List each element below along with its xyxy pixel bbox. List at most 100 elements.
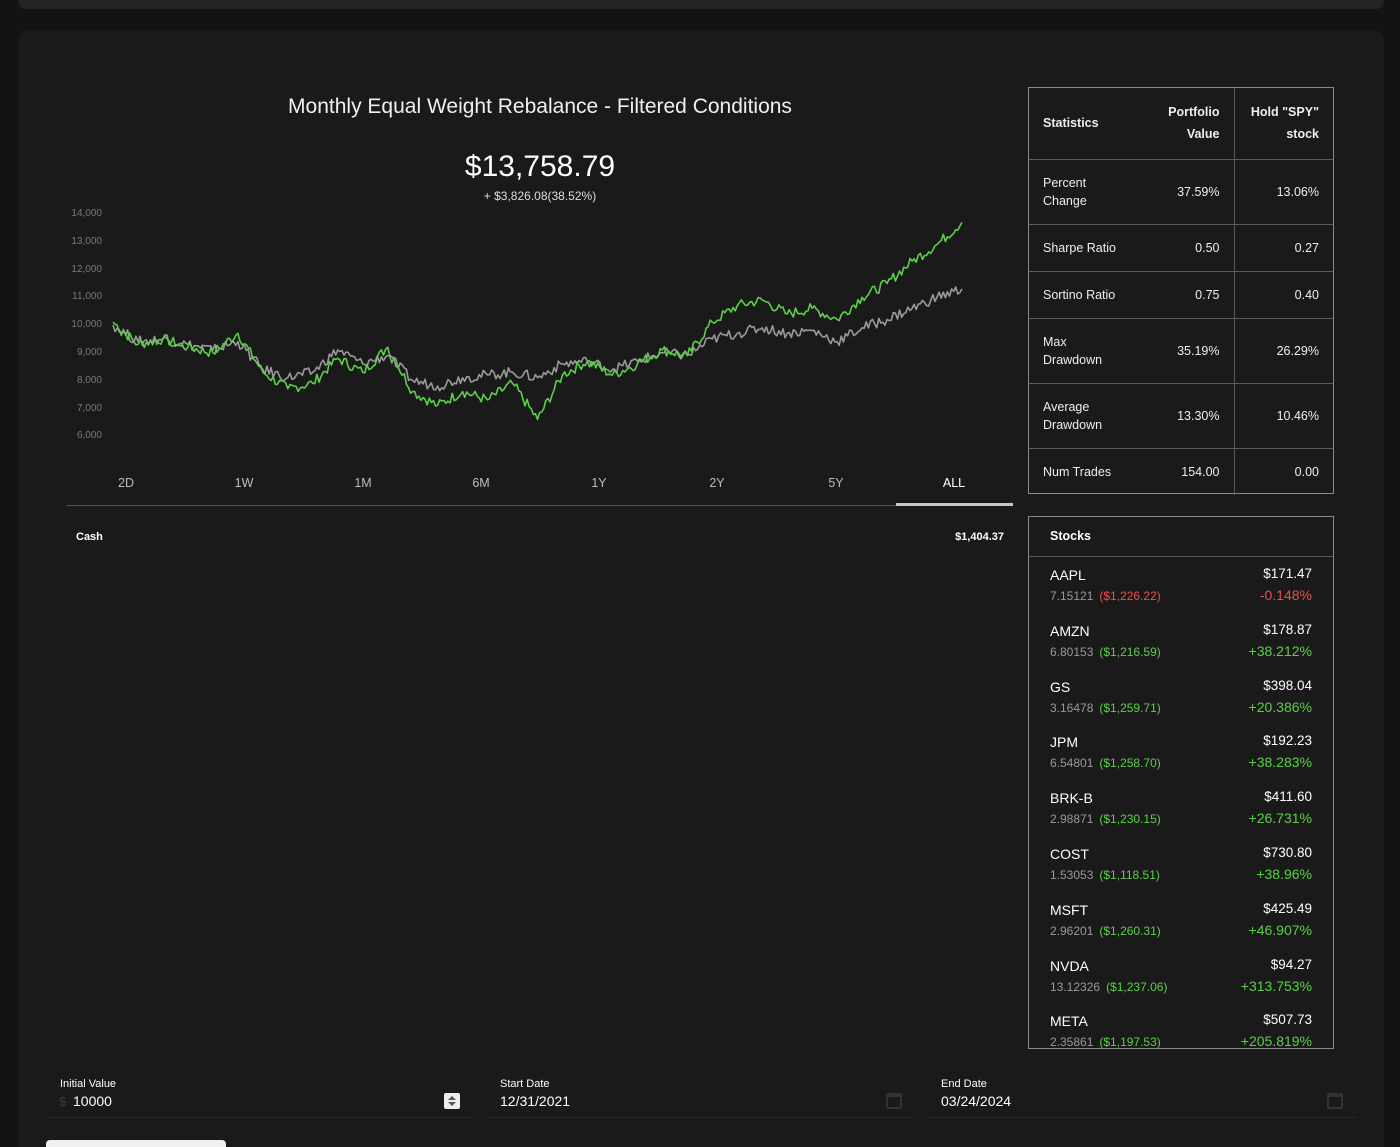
stock-shares: 13.12326 (1050, 979, 1101, 994)
stock-shares: 6.80153 (1050, 644, 1094, 659)
stock-change: +46.907% (1248, 921, 1312, 938)
stock-shares: 2.35861 (1050, 1035, 1094, 1049)
stat-row-average-drawdown: Average Drawdown 13.30% 10.46% (1029, 382, 1333, 448)
stat-label: Num Trades (1029, 447, 1134, 495)
stat-row-percent-change: Percent Change 37.59% 13.06% (1029, 158, 1333, 224)
stock-price: $94.27 (1270, 956, 1312, 972)
statistics-header: Statistics (1043, 116, 1099, 131)
performance-chart (112, 221, 963, 421)
stock-change: +205.819% (1240, 1033, 1312, 1049)
stat-row-sharpe: Sharpe Ratio 0.50 0.27 (1029, 223, 1333, 271)
tab-all[interactable]: ALL (942, 476, 966, 490)
tab-1m[interactable]: 1M (354, 476, 372, 490)
spy-line (112, 286, 963, 392)
stock-row-amzn[interactable]: AMZN 6.80153 ($1,216.59) $178.87 +38.212% (1029, 613, 1333, 669)
stock-amount: ($1,118.51) (1099, 867, 1160, 882)
portfolio-value-header: Portfolio Value (1134, 88, 1235, 159)
y-tick-label: 13,000 (71, 235, 102, 247)
dollar-prefix: $ (59, 1094, 67, 1109)
stock-row-meta[interactable]: META 2.35861 ($1,197.53) $507.73 +205.819% (1029, 1003, 1333, 1049)
stock-symbol: GS (1050, 678, 1071, 695)
stock-holding: 6.80153 ($1,216.59) (1050, 645, 1161, 659)
y-tick-label: 11,000 (72, 291, 102, 303)
stock-holding: 7.15121 ($1,226.22) (1050, 589, 1161, 603)
tab-6m[interactable]: 6M (472, 476, 490, 490)
start-date-input[interactable]: 12/31/2021 (500, 1093, 571, 1109)
initial-value-input[interactable]: 10000 (73, 1093, 112, 1109)
stock-price: $425.49 (1263, 900, 1312, 916)
stock-amount: ($1,197.53) (1099, 1035, 1161, 1049)
stock-price: $730.80 (1263, 844, 1312, 860)
calendar-icon[interactable] (886, 1093, 902, 1109)
y-tick-label: 12,000 (71, 263, 102, 275)
stock-shares: 1.53053 (1050, 867, 1094, 882)
y-tick-label: 9,000 (76, 347, 102, 358)
tab-1w[interactable]: 1W (234, 476, 254, 490)
stock-symbol: AAPL (1050, 567, 1086, 583)
stock-row-nvda[interactable]: NVDA 13.12326 ($1,237.06) $94.27 +313.753% (1029, 948, 1333, 1004)
y-tick-label: 6,000 (76, 430, 102, 442)
stock-amount: ($1,237.06) (1106, 979, 1168, 994)
active-tab-indicator (896, 503, 1013, 506)
stock-row-aapl[interactable]: AAPL 7.15121 ($1,226.22) $171.47 -0.148% (1029, 557, 1333, 613)
stock-holding: 2.98871 ($1,230.15) (1050, 812, 1161, 826)
stock-row-brk-b[interactable]: BRK-B 2.98871 ($1,230.15) $411.60 +26.731% (1029, 780, 1333, 836)
stock-list: AAPL 7.15121 ($1,226.22) $171.47 -0.148% AMZN… (1029, 557, 1333, 1049)
end-date-label: End Date (941, 1078, 987, 1090)
stock-change: +38.96% (1256, 865, 1312, 882)
stat-portfolio: 0.75 (1134, 270, 1235, 318)
stock-shares: 3.16478 (1050, 700, 1094, 715)
end-date-field[interactable]: End Date 03/24/2024 (927, 1078, 1355, 1118)
tab-1y[interactable]: 1Y (591, 476, 607, 490)
stock-shares: 2.96201 (1050, 923, 1094, 938)
stat-row-sortino: Sortino Ratio 0.75 0.40 (1029, 270, 1333, 318)
stock-amount: ($1,258.70) (1099, 756, 1161, 771)
stock-row-gs[interactable]: GS 3.16478 ($1,259.71) $398.04 +20.386% (1029, 669, 1333, 725)
stock-shares: 7.15121 (1050, 589, 1094, 603)
bottom-tab[interactable] (46, 1140, 226, 1147)
stat-portfolio: 37.59% (1134, 158, 1235, 224)
stat-label: Max Drawdown (1029, 317, 1134, 383)
stat-hold: 0.27 (1234, 223, 1333, 271)
stat-portfolio: 154.00 (1134, 447, 1235, 495)
stock-change: +38.212% (1248, 642, 1312, 659)
tab-2y[interactable]: 2Y (709, 476, 725, 490)
stat-hold: 0.40 (1234, 270, 1333, 318)
calendar-icon[interactable] (1327, 1093, 1343, 1109)
stat-row-num-trades: Num Trades 154.00 0.00 (1029, 447, 1333, 495)
stat-portfolio: 13.30% (1134, 382, 1235, 448)
chart-title: Monthly Equal Weight Rebalance - Filtere… (288, 95, 792, 118)
stocks-panel[interactable]: Stocks AAPL 7.15121 ($1,226.22) $171.47 -0.1… (1028, 516, 1334, 1049)
stock-symbol: AMZN (1050, 622, 1090, 639)
start-date-label: Start Date (500, 1078, 550, 1090)
end-date-input[interactable]: 03/24/2024 (941, 1093, 1012, 1109)
stat-row-max-drawdown: Max Drawdown 35.19% 26.29% (1029, 317, 1333, 383)
stock-symbol: MSFT (1050, 901, 1089, 918)
stock-change: +20.386% (1248, 698, 1312, 715)
start-date-field[interactable]: Start Date 12/31/2021 (486, 1078, 914, 1118)
stock-holding: 13.12326 ($1,237.06) (1050, 980, 1167, 994)
stat-hold: 10.46% (1234, 382, 1333, 448)
tab-2d[interactable]: 2D (118, 476, 134, 490)
stock-price: $178.87 (1263, 621, 1312, 637)
stock-change: +26.731% (1248, 810, 1312, 827)
stock-row-jpm[interactable]: JPM 6.54801 ($1,258.70) $192.23 +38.283% (1029, 724, 1333, 780)
portfolio-line (112, 221, 963, 421)
stat-hold: 26.29% (1234, 317, 1333, 383)
stock-amount: ($1,260.31) (1099, 923, 1161, 938)
stat-label: Percent Change (1029, 158, 1134, 224)
initial-value-field[interactable]: Initial Value $ 10000 (46, 1078, 472, 1118)
stock-change: +38.283% (1248, 754, 1312, 771)
stepper-icon[interactable] (444, 1093, 460, 1109)
hold-spy-header: Hold "SPY" stock (1250, 105, 1319, 142)
stock-symbol: JPM (1050, 734, 1078, 751)
stat-label: Average Drawdown (1029, 382, 1134, 448)
stock-row-msft[interactable]: MSFT 2.96201 ($1,260.31) $425.49 +46.907% (1029, 892, 1333, 948)
stat-portfolio: 35.19% (1134, 317, 1235, 383)
stock-row-cost[interactable]: COST 1.53053 ($1,118.51) $730.80 +38.96% (1029, 836, 1333, 892)
stock-price: $507.73 (1263, 1012, 1312, 1028)
stock-holding: 6.54801 ($1,258.70) (1050, 756, 1161, 770)
tab-5y[interactable]: 5Y (828, 476, 844, 490)
portfolio-change: + $3,826.08(38.52%) (483, 189, 597, 203)
stock-change: +313.753% (1240, 977, 1312, 994)
